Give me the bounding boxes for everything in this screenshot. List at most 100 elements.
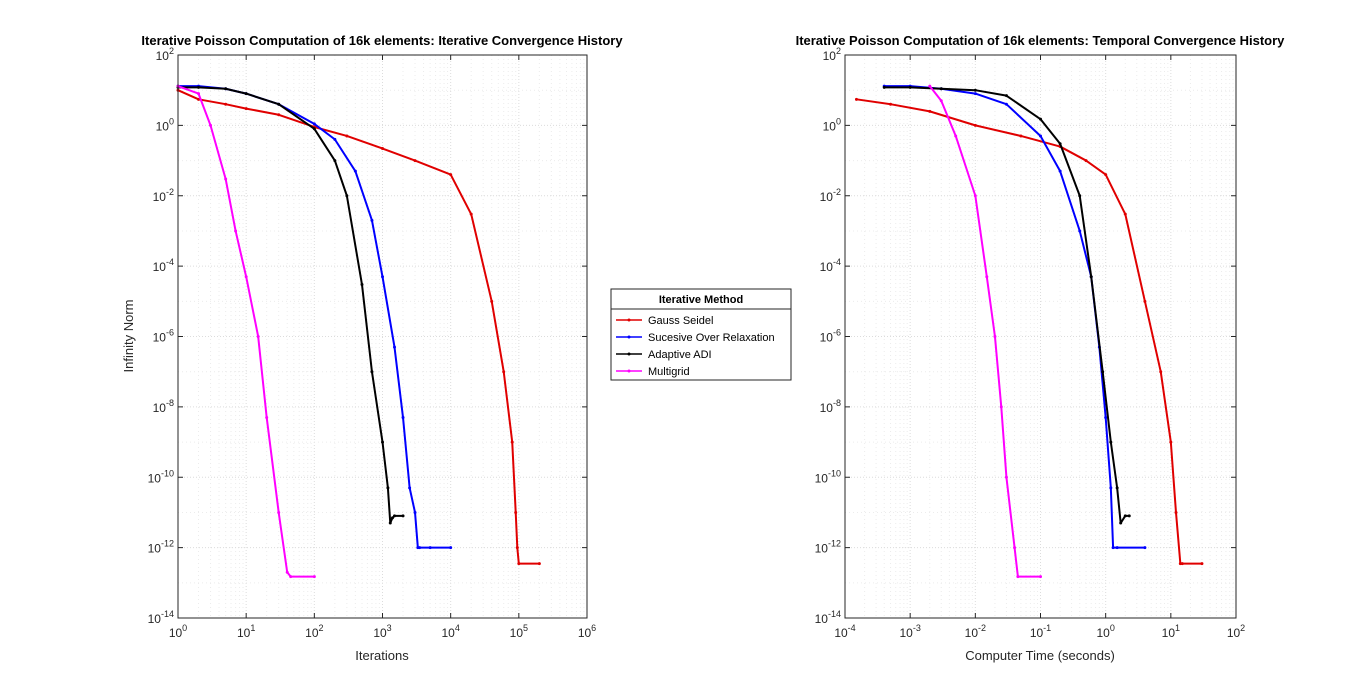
- series-layer: [176, 84, 541, 579]
- x-tick-label: 101: [237, 623, 255, 640]
- x-tick-label: 10-2: [965, 623, 986, 640]
- data-point-sucesive-over-relaxation: [1111, 546, 1115, 550]
- data-point-adaptive-adi: [1039, 117, 1042, 121]
- legend-title: Iterative Method: [659, 294, 743, 306]
- data-point-multigrid: [277, 510, 281, 514]
- data-point-gauss-seidel: [197, 97, 201, 101]
- legend-entries: Gauss Seidel Sucesive Over Relaxation Adap…: [616, 315, 775, 378]
- x-axis-label: Computer Time (seconds): [965, 648, 1115, 663]
- data-point-sucesive-over-relaxation: [401, 415, 405, 419]
- data-point-sucesive-over-relaxation: [370, 218, 374, 222]
- y-tick-label: 10-10: [148, 468, 174, 485]
- data-point-sucesive-over-relaxation: [1109, 486, 1113, 490]
- data-point-adaptive-adi: [244, 92, 248, 96]
- x-tick-label: 10-3: [899, 623, 920, 640]
- data-point-sucesive-over-relaxation: [312, 122, 316, 126]
- data-point-sucesive-over-relaxation: [408, 486, 412, 490]
- data-point-sucesive-over-relaxation: [1115, 546, 1119, 550]
- data-point-adaptive-adi: [386, 486, 390, 490]
- data-point-sucesive-over-relaxation: [428, 546, 432, 550]
- data-point-gauss-seidel: [515, 546, 519, 550]
- legend-marker: [627, 318, 631, 322]
- data-point-sucesive-over-relaxation: [1143, 546, 1147, 550]
- y-tick-label: 100: [156, 116, 174, 133]
- data-point-adaptive-adi: [345, 194, 349, 198]
- data-point-multigrid: [999, 405, 1003, 409]
- data-point-adaptive-adi: [381, 440, 384, 444]
- data-point-adaptive-adi: [1115, 486, 1119, 490]
- data-point-sucesive-over-relaxation: [449, 546, 453, 550]
- temporal-convergence-plot: Iterative Poisson Computation of 16k ele…: [796, 33, 1286, 663]
- data-point-multigrid: [1016, 575, 1020, 579]
- data-point-adaptive-adi: [939, 87, 943, 91]
- data-point-adaptive-adi: [1119, 521, 1123, 525]
- data-point-multigrid: [256, 335, 260, 338]
- data-point-multigrid: [1039, 575, 1042, 579]
- y-tick-label: 10-14: [815, 609, 841, 626]
- data-point-adaptive-adi: [277, 102, 281, 106]
- data-point-gauss-seidel: [1143, 299, 1147, 303]
- x-tick-labels: 100 101 102 103 104 105 106: [169, 623, 596, 640]
- y-tick-labels: 10-14 10-12 10-10 10-8 10-6 10-4 10-2 100 102: [148, 46, 174, 626]
- data-point-sucesive-over-relaxation: [1058, 169, 1062, 173]
- data-point-multigrid: [993, 335, 997, 338]
- series-line-gauss-seidel: [856, 98, 1202, 565]
- data-point-gauss-seidel: [413, 159, 417, 163]
- y-tick-label: 10-2: [153, 187, 174, 204]
- data-point-adaptive-adi: [973, 88, 977, 92]
- y-tick-label: 102: [156, 46, 174, 63]
- data-point-gauss-seidel: [345, 134, 349, 138]
- chart-title: Iterative Poisson Computation of 16k ele…: [141, 33, 623, 48]
- data-point-adaptive-adi: [224, 87, 228, 91]
- data-point-gauss-seidel: [224, 102, 228, 106]
- data-point-sucesive-over-relaxation: [333, 137, 337, 141]
- data-point-adaptive-adi: [197, 85, 201, 89]
- data-point-gauss-seidel: [1084, 159, 1088, 163]
- x-tick-label: 100: [1096, 623, 1114, 640]
- data-point-sucesive-over-relaxation: [393, 345, 397, 349]
- data-point-gauss-seidel: [514, 510, 518, 514]
- legend-marker: [627, 335, 631, 339]
- data-point-gauss-seidel: [244, 107, 248, 111]
- y-tick-label: 10-8: [153, 398, 174, 415]
- y-tick-label: 10-12: [815, 539, 841, 556]
- y-tick-label: 10-2: [820, 187, 841, 204]
- data-point-sucesive-over-relaxation: [1078, 229, 1082, 233]
- legend-box: [610, 288, 792, 381]
- y-tick-label: 10-10: [815, 468, 841, 485]
- data-point-multigrid: [244, 275, 248, 279]
- data-point-sucesive-over-relaxation: [418, 546, 422, 550]
- legend-marker: [627, 369, 631, 373]
- data-point-gauss-seidel: [277, 113, 281, 117]
- data-point-adaptive-adi: [370, 370, 374, 374]
- data-point-gauss-seidel: [449, 173, 453, 177]
- data-point-gauss-seidel: [928, 109, 932, 113]
- y-tick-label: 10-4: [153, 257, 174, 274]
- y-tick-labels: 10-14 10-12 10-10 10-8 10-6 10-4 10-2 100 102: [815, 46, 841, 626]
- legend-entry-label: Sucesive Over Relaxation: [648, 332, 775, 344]
- data-point-multigrid: [928, 84, 932, 88]
- data-point-sucesive-over-relaxation: [381, 275, 384, 279]
- legend-entry-label: Adaptive ADI: [648, 349, 712, 361]
- data-point-adaptive-adi: [882, 85, 886, 89]
- data-point-gauss-seidel: [1159, 370, 1163, 374]
- x-tick-label: 102: [305, 623, 323, 640]
- data-point-multigrid: [1013, 546, 1017, 550]
- data-point-multigrid: [234, 229, 238, 233]
- data-point-gauss-seidel: [502, 370, 506, 374]
- data-point-gauss-seidel: [490, 299, 494, 303]
- data-point-adaptive-adi: [1109, 440, 1113, 444]
- data-point-adaptive-adi: [1058, 142, 1062, 146]
- y-tick-label: 10-6: [153, 328, 174, 345]
- data-point-gauss-seidel: [1104, 173, 1108, 177]
- data-point-sucesive-over-relaxation: [353, 169, 357, 173]
- y-tick-label: 10-6: [820, 328, 841, 345]
- data-point-gauss-seidel: [1123, 212, 1127, 216]
- series-line-adaptive-adi: [178, 86, 404, 525]
- series-layer: [854, 84, 1204, 579]
- data-point-multigrid: [224, 177, 228, 181]
- legend: Iterative Method Gauss Seidel Sucesive Ov…: [610, 288, 792, 381]
- data-point-multigrid: [954, 134, 958, 138]
- data-point-adaptive-adi: [1127, 514, 1131, 518]
